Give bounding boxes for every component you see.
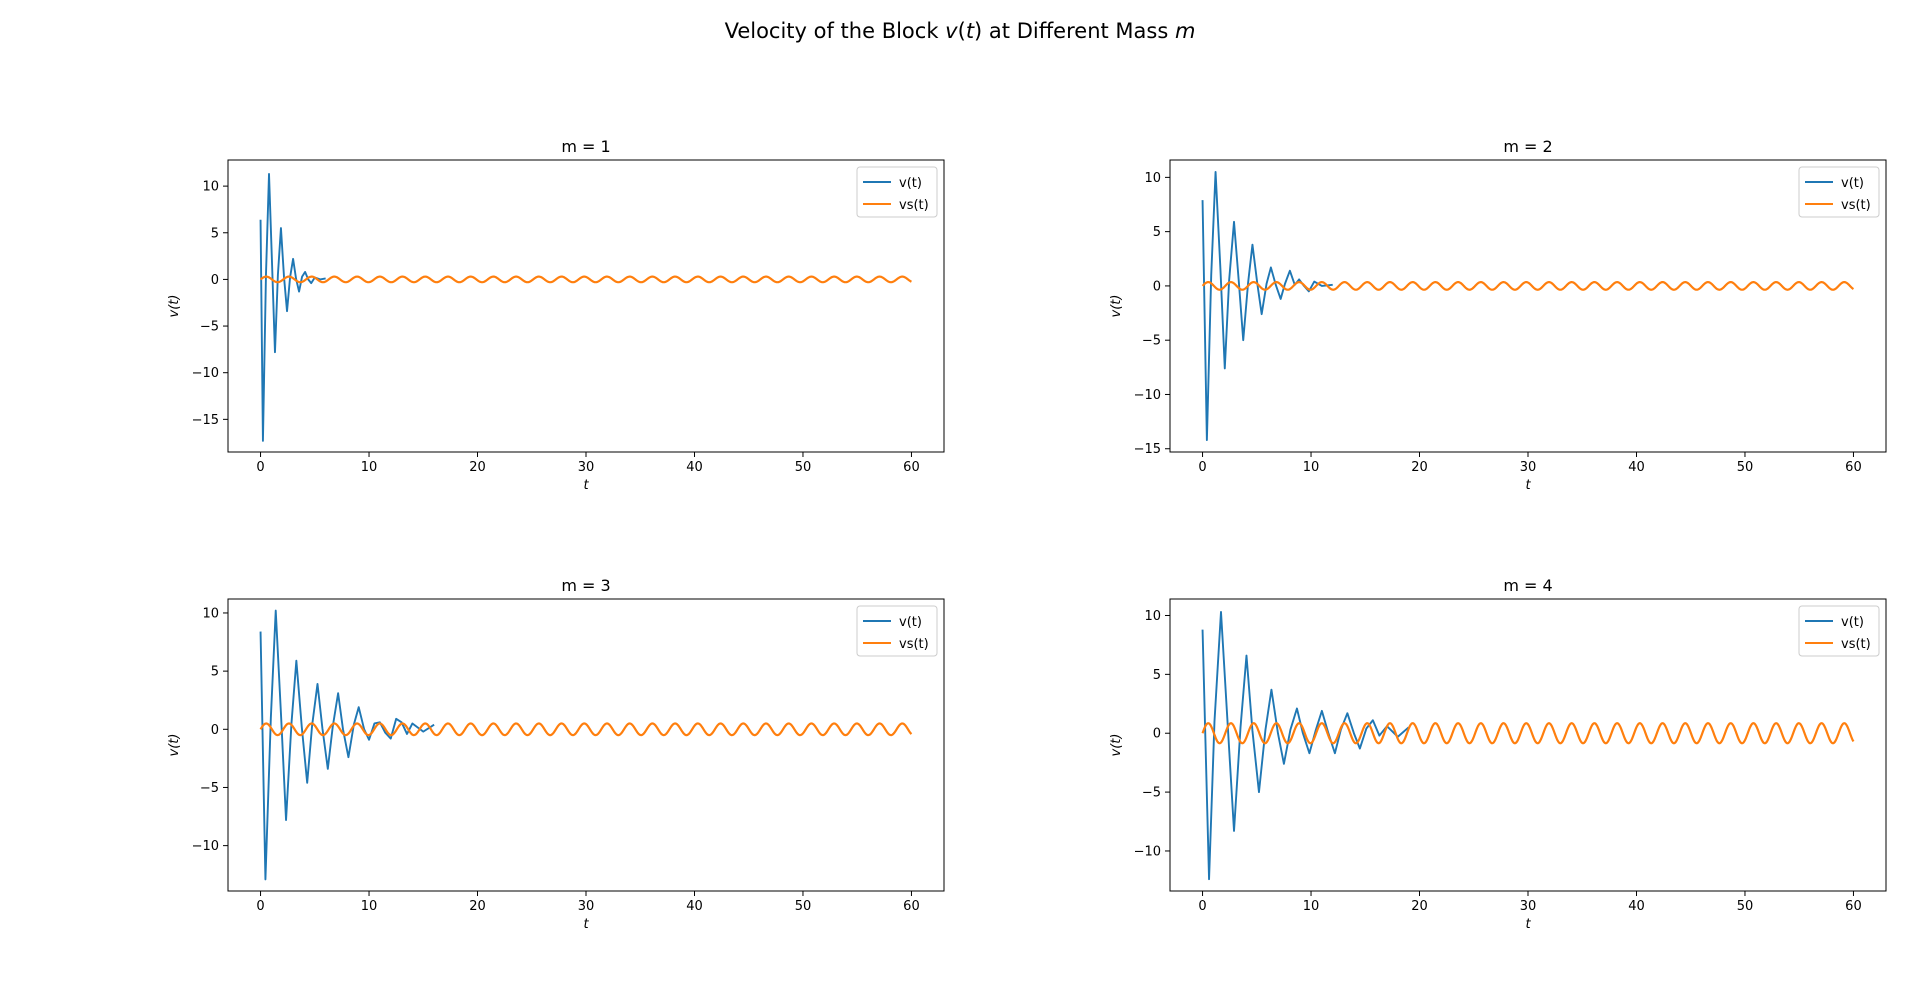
y-tick-label: 5 <box>1153 668 1161 683</box>
subplot-2: m = 20 10 20 30 40 50 60−15−10−50510tv(t)v(t)v… <box>1109 137 1887 493</box>
y-tick-label: 10 <box>1144 171 1161 186</box>
figure-title-var1-close: ) <box>974 19 982 43</box>
x-tick-label: 0 <box>1198 460 1206 475</box>
y-tick-label: 0 <box>1153 279 1161 294</box>
legend-label-v: v(t) <box>899 615 922 630</box>
legend-label-v: v(t) <box>1841 176 1864 191</box>
y-tick-label: −5 <box>1142 334 1161 349</box>
y-tick-label: −5 <box>200 320 219 335</box>
legend: v(t) vs(t) <box>1798 605 1880 657</box>
legend: v(t) vs(t) <box>1798 166 1880 218</box>
series-vs-line <box>259 722 913 737</box>
x-tick-label: 60 <box>903 460 920 475</box>
y-tick-label: −15 <box>192 413 219 428</box>
x-tick-label: 10 <box>1303 460 1320 475</box>
figure-title-var2: m <box>1175 19 1195 43</box>
x-axis-label: t <box>1525 478 1531 493</box>
figure-title: Velocity of the Block v(t) at Different … <box>725 19 1196 43</box>
x-tick-label: 0 <box>1198 899 1206 914</box>
x-tick-label: 30 <box>1520 899 1537 914</box>
x-tick-label: 0 <box>256 460 264 475</box>
y-tick-label: −10 <box>192 366 219 381</box>
x-tick-label: 30 <box>1520 460 1537 475</box>
x-tick-label: 60 <box>903 899 920 914</box>
y-tick-label: −10 <box>1134 388 1161 403</box>
subplot-title: m = 2 <box>1503 137 1552 156</box>
y-tick-label: 10 <box>202 606 219 621</box>
x-tick-label: 40 <box>1628 899 1645 914</box>
series-vs-line <box>1201 281 1855 291</box>
figure-title-var1-arg: t <box>966 19 975 43</box>
y-axis-label: v(t) <box>167 295 182 318</box>
legend-label-v: v(t) <box>899 176 922 191</box>
series-vs-line <box>1201 722 1855 745</box>
y-tick-label: 0 <box>1153 727 1161 742</box>
legend: v(t) vs(t) <box>856 605 938 657</box>
x-tick-label: 0 <box>256 899 264 914</box>
x-tick-label: 20 <box>469 460 486 475</box>
x-tick-label: 10 <box>1303 899 1320 914</box>
axes-frame <box>227 159 945 453</box>
x-tick-label: 60 <box>1845 899 1862 914</box>
legend-label-vs: vs(t) <box>899 198 929 213</box>
y-axis-label: v(t) <box>1109 734 1124 757</box>
x-tick-label: 50 <box>1737 460 1754 475</box>
legend-label-vs: vs(t) <box>1841 198 1871 213</box>
figure-title-prefix: Velocity of the Block <box>725 19 946 43</box>
y-axis-label: v(t) <box>167 734 182 757</box>
x-axis-label: t <box>583 917 589 932</box>
x-tick-label: 10 <box>361 899 378 914</box>
legend-label-v: v(t) <box>1841 615 1864 630</box>
y-tick-label: 10 <box>202 180 219 195</box>
x-tick-label: 20 <box>469 899 486 914</box>
subplot-title: m = 3 <box>561 576 610 595</box>
y-tick-label: −10 <box>192 839 219 854</box>
x-tick-label: 20 <box>1411 460 1428 475</box>
subplot-4: m = 4 0 10 20 30 40 50 60 −10 −5 0 5 10 t v(t) v(t) vs(t… <box>1109 576 1887 932</box>
y-tick-label: −5 <box>200 781 219 796</box>
axes-frame <box>1169 598 1887 892</box>
x-tick-label: 60 <box>1845 460 1862 475</box>
y-tick-label: 5 <box>211 665 219 680</box>
x-tick-label: 20 <box>1411 899 1428 914</box>
subplots-group: m = 10 10 20 30 40 50 60−15−10−50510tv(t)v(t)v… <box>167 137 1887 932</box>
x-tick-label: 50 <box>795 460 812 475</box>
subplot-1: m = 10 10 20 30 40 50 60−15−10−50510tv(t)v(t)v… <box>167 137 945 493</box>
legend: v(t) vs(t) <box>856 166 938 218</box>
series-vs-line <box>259 275 912 284</box>
y-tick-label: 5 <box>211 226 219 241</box>
subplot-3: m = 3 0 10 20 30 40 50 60 −10 −5 0 5 10 t v(t) v(t) vs(t… <box>167 576 945 932</box>
axes-frame <box>1169 159 1887 453</box>
y-tick-label: 0 <box>211 723 219 738</box>
x-tick-label: 50 <box>1737 899 1754 914</box>
y-tick-label: 10 <box>1144 609 1161 624</box>
y-tick-label: 0 <box>211 273 219 288</box>
x-axis-label: t <box>583 478 589 493</box>
y-tick-label: 5 <box>1153 225 1161 240</box>
y-tick-label: −10 <box>1134 844 1161 859</box>
legend-label-vs: vs(t) <box>1841 637 1871 652</box>
x-tick-label: 40 <box>686 899 703 914</box>
x-tick-label: 30 <box>578 460 595 475</box>
x-tick-label: 40 <box>686 460 703 475</box>
y-tick-label: −15 <box>1134 442 1161 457</box>
x-tick-label: 50 <box>795 899 812 914</box>
x-axis-label: t <box>1525 917 1531 932</box>
axes-frame <box>227 598 945 892</box>
subplot-title: m = 4 <box>1503 576 1552 595</box>
series-v-line <box>259 609 435 881</box>
figure-title-var1: v <box>945 19 958 43</box>
figure-title-middle: at Different Mass <box>982 19 1175 43</box>
subplot-title: m = 1 <box>561 137 610 156</box>
figure-title-var1-open: ( <box>958 19 966 43</box>
x-tick-label: 10 <box>361 460 378 475</box>
y-axis-label: v(t) <box>1109 295 1124 318</box>
legend-label-vs: vs(t) <box>899 637 929 652</box>
x-tick-label: 30 <box>578 899 595 914</box>
x-tick-label: 40 <box>1628 460 1645 475</box>
y-tick-label: −5 <box>1142 786 1161 801</box>
series-v-line <box>1201 611 1410 881</box>
